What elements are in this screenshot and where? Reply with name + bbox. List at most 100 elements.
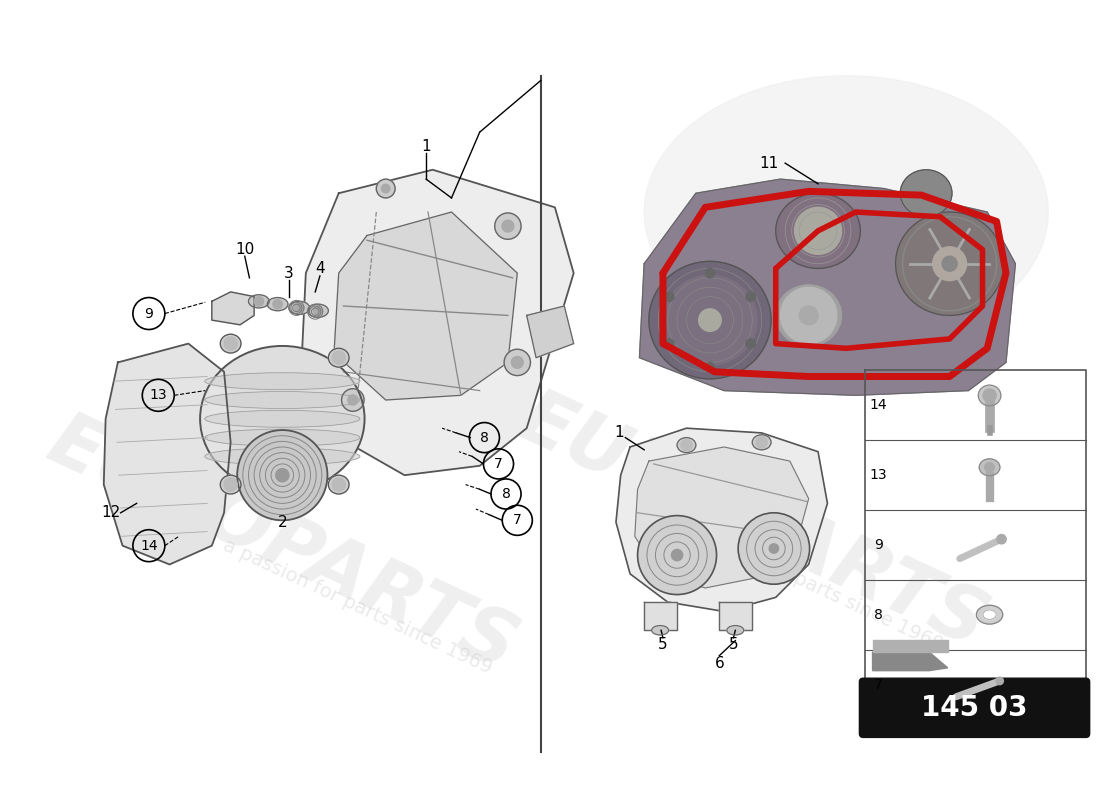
Circle shape [382, 184, 389, 193]
Text: 13: 13 [869, 468, 887, 482]
Text: EUROPARTS: EUROPARTS [506, 382, 999, 663]
Ellipse shape [979, 459, 1000, 476]
Ellipse shape [727, 626, 744, 635]
Circle shape [671, 550, 683, 561]
Circle shape [983, 389, 997, 402]
Circle shape [800, 306, 818, 325]
Circle shape [495, 213, 521, 239]
Text: 145 03: 145 03 [922, 694, 1027, 722]
Circle shape [780, 287, 837, 344]
Ellipse shape [663, 275, 757, 365]
Circle shape [664, 292, 674, 302]
Circle shape [997, 534, 1006, 544]
Text: 7: 7 [873, 678, 882, 691]
Circle shape [664, 339, 674, 348]
Text: 14: 14 [869, 398, 887, 412]
Circle shape [273, 299, 283, 309]
Polygon shape [872, 640, 948, 652]
Polygon shape [301, 170, 574, 475]
Text: 13: 13 [150, 388, 167, 402]
Text: 9: 9 [144, 306, 153, 321]
Ellipse shape [220, 475, 241, 494]
Circle shape [769, 544, 779, 553]
Text: 12: 12 [101, 506, 121, 520]
Circle shape [933, 247, 967, 281]
Text: 1: 1 [614, 426, 624, 440]
Polygon shape [645, 602, 678, 630]
Text: a passion for parts since 1969: a passion for parts since 1969 [220, 536, 495, 678]
Circle shape [502, 220, 514, 232]
Ellipse shape [289, 302, 309, 314]
Circle shape [756, 437, 768, 448]
Polygon shape [719, 602, 752, 630]
Text: 6: 6 [715, 656, 724, 670]
Polygon shape [334, 212, 517, 400]
Text: 3: 3 [284, 266, 294, 281]
Ellipse shape [752, 434, 771, 450]
Ellipse shape [983, 610, 997, 619]
Text: 8: 8 [873, 608, 882, 622]
Circle shape [224, 478, 238, 491]
Text: 1: 1 [421, 138, 431, 154]
Text: EUROPARTS: EUROPARTS [36, 405, 528, 686]
Ellipse shape [645, 76, 1048, 348]
Ellipse shape [205, 391, 360, 409]
Ellipse shape [220, 334, 241, 353]
Ellipse shape [205, 373, 360, 390]
Circle shape [794, 207, 842, 254]
Circle shape [638, 516, 716, 594]
Circle shape [504, 350, 530, 375]
Circle shape [314, 306, 322, 315]
Circle shape [512, 357, 524, 368]
Circle shape [332, 478, 345, 491]
Circle shape [376, 179, 395, 198]
Polygon shape [872, 652, 948, 670]
Text: 10: 10 [235, 242, 254, 257]
Circle shape [705, 269, 715, 278]
Text: 4: 4 [315, 261, 324, 276]
Circle shape [984, 462, 994, 472]
Ellipse shape [649, 262, 771, 379]
Text: 8: 8 [480, 430, 488, 445]
Polygon shape [212, 292, 254, 325]
Text: 8: 8 [502, 487, 510, 501]
Circle shape [681, 439, 692, 450]
Circle shape [238, 430, 328, 520]
Ellipse shape [205, 448, 360, 465]
FancyBboxPatch shape [859, 678, 1090, 738]
Text: 2: 2 [277, 514, 287, 530]
Circle shape [746, 339, 756, 348]
Text: 9: 9 [873, 538, 882, 552]
Polygon shape [103, 344, 231, 565]
Ellipse shape [900, 170, 952, 217]
Circle shape [746, 292, 756, 302]
Circle shape [996, 677, 1003, 685]
Ellipse shape [776, 285, 842, 346]
Ellipse shape [895, 212, 1003, 315]
Circle shape [738, 513, 810, 584]
Ellipse shape [249, 294, 270, 308]
Polygon shape [639, 179, 1015, 395]
Text: a passion for parts since 1969: a passion for parts since 1969 [671, 512, 946, 654]
Text: 5: 5 [658, 637, 668, 652]
Ellipse shape [329, 475, 349, 494]
Text: 14: 14 [140, 538, 157, 553]
Text: 7: 7 [513, 514, 521, 527]
Polygon shape [635, 447, 808, 588]
Circle shape [254, 297, 264, 306]
Text: 7: 7 [494, 457, 503, 471]
Ellipse shape [977, 606, 1003, 624]
Text: 11: 11 [759, 156, 779, 170]
Ellipse shape [776, 194, 860, 269]
Polygon shape [527, 306, 574, 358]
Circle shape [341, 389, 364, 411]
Ellipse shape [678, 438, 696, 453]
Circle shape [295, 303, 304, 313]
Circle shape [705, 362, 715, 372]
Circle shape [276, 469, 289, 482]
Ellipse shape [205, 410, 360, 427]
Circle shape [348, 395, 358, 405]
Ellipse shape [329, 348, 349, 367]
Ellipse shape [200, 346, 364, 492]
Ellipse shape [205, 429, 360, 446]
